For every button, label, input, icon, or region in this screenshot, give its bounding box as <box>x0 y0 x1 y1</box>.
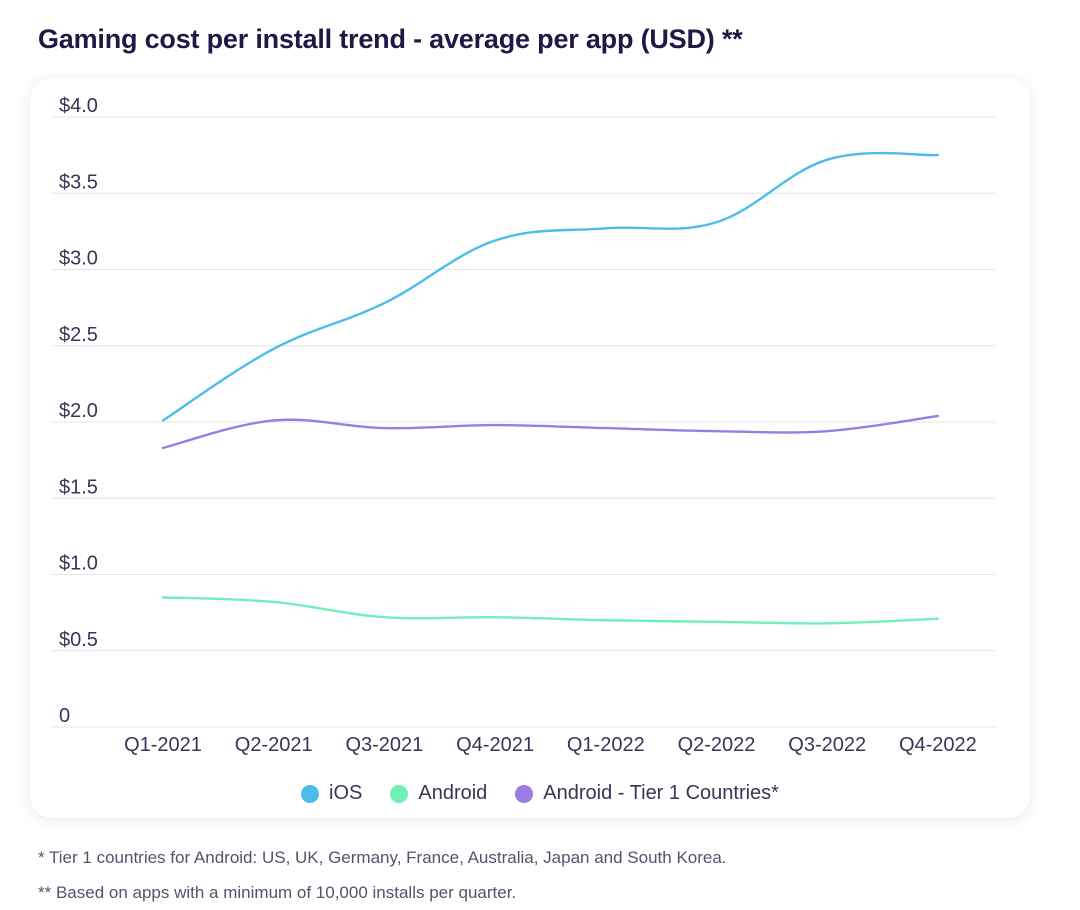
chart-card <box>30 78 1030 818</box>
legend: iOS Android Android - Tier 1 Countries* <box>0 782 1080 805</box>
footnote-tier1: * Tier 1 countries for Android: US, UK, … <box>38 848 727 867</box>
y-tick-label: $3.5 <box>59 171 98 193</box>
grid-lines <box>52 116 995 728</box>
legend-item: iOS <box>301 782 362 805</box>
legend-dot-icon <box>390 784 409 803</box>
y-tick-label: $3.0 <box>59 248 98 270</box>
y-tick-label: $1.5 <box>59 476 98 498</box>
y-tick-label: $4.0 <box>59 95 98 117</box>
y-tick-label: $1.0 <box>59 553 98 575</box>
series-line <box>161 596 940 625</box>
legend-item: Android - Tier 1 Countries* <box>515 782 779 805</box>
x-tick-label: Q2-2021 <box>235 734 313 756</box>
series-line <box>161 414 940 450</box>
legend-label: iOS <box>329 782 363 804</box>
legend-item: Android <box>390 782 487 805</box>
x-tick-label: Q4-2021 <box>456 734 534 756</box>
series-lines <box>161 151 940 625</box>
chart-title: Gaming cost per install trend - average … <box>38 24 743 54</box>
y-tick-label: $2.0 <box>59 400 98 422</box>
legend-dot-icon <box>515 784 534 803</box>
y-axis-ticks: 0 $0.5 $1.0 $1.5 $2.0 $2.5 $3.0 $3.5 $4.0 <box>59 95 98 727</box>
x-tick-label: Q1-2021 <box>124 734 202 756</box>
legend-label: Android <box>418 782 488 804</box>
x-tick-label: Q3-2021 <box>345 734 423 756</box>
x-tick-label: Q1-2022 <box>567 734 645 756</box>
y-tick-label: 0 <box>59 705 70 727</box>
y-tick-label: $2.5 <box>59 324 98 346</box>
footnote-minimum-installs: ** Based on apps with a minimum of 10,00… <box>38 883 517 902</box>
legend-label: Android - Tier 1 Countries* <box>543 782 779 804</box>
x-tick-label: Q4-2022 <box>899 734 977 756</box>
x-tick-label: Q2-2022 <box>678 734 756 756</box>
series-line <box>161 151 940 422</box>
x-axis-ticks: Q1-2021 Q2-2021 Q3-2021 Q4-2021 Q1-2022 Q2-20… <box>124 734 977 756</box>
x-tick-label: Q3-2022 <box>788 734 866 756</box>
y-tick-label: $0.5 <box>59 629 98 651</box>
legend-dot-icon <box>301 784 320 803</box>
